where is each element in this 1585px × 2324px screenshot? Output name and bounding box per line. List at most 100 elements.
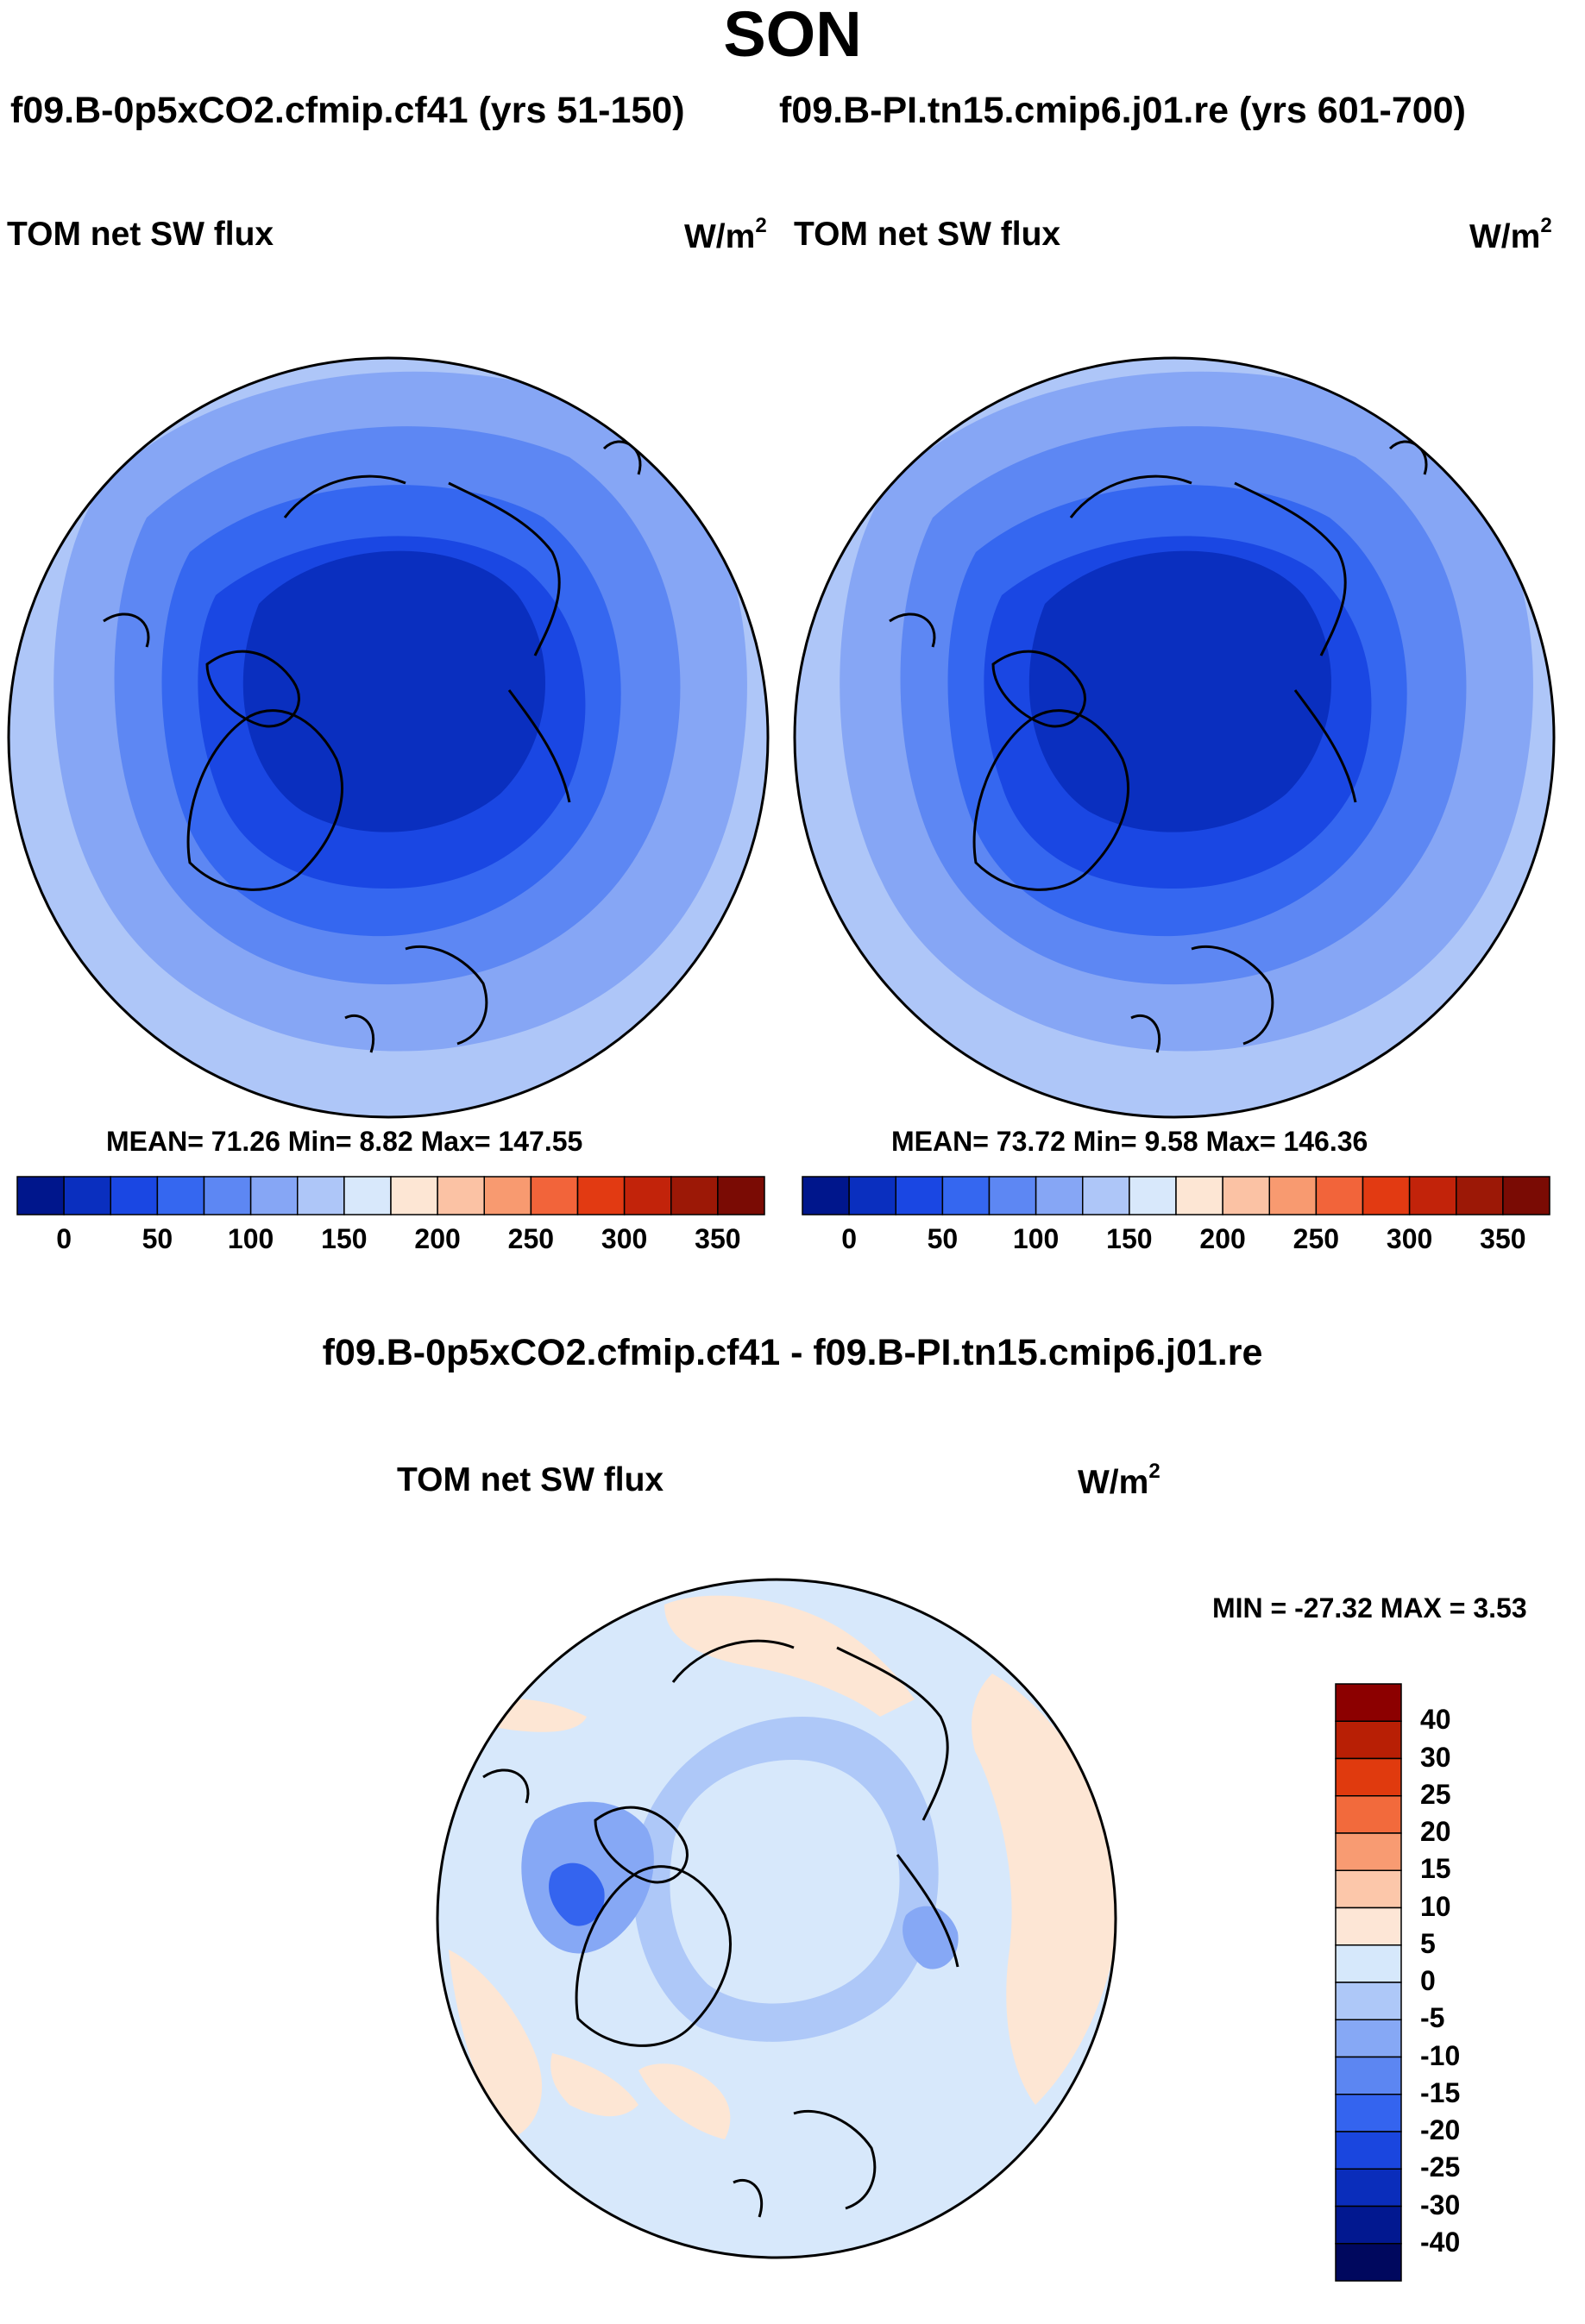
colorbar-difference-tick-label: -15 — [1420, 2076, 1461, 2108]
colorbar-left-tick-label: 250 — [507, 1223, 555, 1254]
colorbar-right-swatch — [1408, 1176, 1457, 1215]
colorbar-difference-swatch — [1335, 1832, 1402, 1871]
colorbar-difference-tick-label: 40 — [1420, 1704, 1451, 1736]
colorbar-difference-swatch — [1335, 2205, 1402, 2245]
colorbar-difference-tick-label: 30 — [1420, 1741, 1451, 1773]
colorbar-right-swatch — [941, 1176, 991, 1215]
colorbar-left-swatch — [16, 1176, 65, 1215]
figure-title: SON — [723, 0, 862, 70]
colorbar-left-swatch — [203, 1176, 252, 1215]
colorbar-difference-swatch — [1335, 2056, 1402, 2095]
colorbar-difference-swatch — [1335, 2019, 1402, 2058]
panel-right-stats: MEAN= 73.72 Min= 9.58 Max= 146.36 — [891, 1126, 1368, 1157]
colorbar-difference-swatch — [1335, 2243, 1402, 2282]
colorbar-left-swatch — [390, 1176, 438, 1215]
colorbar-right — [802, 1176, 1550, 1215]
colorbar-difference-swatch — [1335, 1757, 1402, 1797]
colorbar-difference-swatch — [1335, 2131, 1402, 2170]
diff-negative-region-3 — [549, 1862, 605, 1926]
case-title-left: f09.B-0p5xCO2.cfmip.cf41 (yrs 51-150) — [10, 90, 685, 131]
colorbar-left-swatch — [623, 1176, 672, 1215]
colorbar-left-swatch — [156, 1176, 205, 1215]
colorbar-right-swatch — [1175, 1176, 1223, 1215]
colorbar-right-swatch — [1129, 1176, 1177, 1215]
colorbar-right-tick-label: 50 — [927, 1223, 959, 1254]
colorbar-left-tick-label: 350 — [695, 1223, 741, 1254]
colorbar-right-swatch — [1268, 1176, 1318, 1215]
colorbar-difference-tick-label: 5 — [1420, 1927, 1436, 1959]
panel-left-stats: MEAN= 71.26 Min= 8.82 Max= 147.55 — [106, 1126, 583, 1157]
colorbar-left — [16, 1176, 765, 1215]
colorbar-left-swatch — [110, 1176, 159, 1215]
colorbar-right-swatch — [1082, 1176, 1130, 1215]
colorbar-right-tick-label: 0 — [841, 1223, 858, 1254]
map-right-border — [793, 356, 1556, 1119]
diff-positive-region-1 — [664, 1595, 915, 1717]
colorbar-left-swatch — [576, 1176, 626, 1215]
colorbar-right-swatch — [1502, 1176, 1550, 1215]
colorbar-difference-tick-label: -10 — [1420, 2039, 1461, 2071]
colorbar-difference-swatch — [1335, 2094, 1402, 2132]
panel-right-variable: TOM net SW flux — [794, 216, 1061, 253]
colorbar-right-swatch — [1315, 1176, 1364, 1215]
colorbar-difference-tick-label: 10 — [1420, 1890, 1451, 1922]
map-panel-right — [795, 358, 1554, 1117]
colorbar-difference-tick-label: 0 — [1420, 1965, 1436, 1996]
colorbar-difference-tick-label: 20 — [1420, 1816, 1451, 1847]
colorbar-left-swatch — [717, 1176, 765, 1215]
colorbar-left-swatch — [297, 1176, 345, 1215]
colorbar-left-swatch — [530, 1176, 579, 1215]
colorbar-right-swatch — [1222, 1176, 1270, 1215]
diff-positive-region-4 — [449, 1950, 543, 2139]
diff-variable: TOM net SW flux — [397, 1461, 664, 1498]
colorbar-right-swatch — [895, 1176, 944, 1215]
map-left-border — [7, 356, 770, 1119]
colorbar-right-swatch — [1035, 1176, 1084, 1215]
colorbar-left-swatch — [670, 1176, 719, 1215]
colorbar-difference-swatch — [1335, 1944, 1402, 1983]
colorbar-left-swatch — [343, 1176, 392, 1215]
panel-left-units: W/m2 — [684, 214, 767, 255]
panel-left-variable: TOM net SW flux — [7, 216, 274, 253]
colorbar-right-tick-label: 350 — [1480, 1223, 1526, 1254]
map-right-band-6 — [1028, 550, 1332, 832]
map-left-band-6 — [242, 550, 546, 832]
colorbar-right-tick-label: 150 — [1106, 1223, 1153, 1254]
colorbar-left-swatch — [483, 1176, 532, 1215]
diff-coastlines — [482, 1596, 1030, 2218]
colorbar-left-swatch — [63, 1176, 111, 1215]
colorbar-difference-swatch — [1335, 2168, 1402, 2208]
colorbar-left-tick-label: 200 — [414, 1223, 461, 1254]
colorbar-right-tick-label: 200 — [1199, 1223, 1246, 1254]
diff-title: f09.B-0p5xCO2.cfmip.cf41 - f09.B-PI.tn15… — [322, 1332, 1263, 1373]
colorbar-right-swatch — [802, 1176, 850, 1215]
colorbar-difference-swatch — [1335, 1683, 1402, 1722]
case-title-right: f09.B-PI.tn15.cmip6.j01.re (yrs 601-700) — [779, 90, 1466, 131]
diff-minmax: MIN = -27.32 MAX = 3.53 — [1212, 1592, 1527, 1624]
colorbar-difference — [1335, 1683, 1402, 2282]
map-left-coastlines — [103, 440, 642, 1053]
diff-positive-region-6 — [638, 2063, 731, 2139]
map-panel-difference — [437, 1580, 1116, 2258]
colorbar-difference-swatch — [1335, 1906, 1402, 1946]
colorbar-difference-tick-label: -20 — [1420, 2114, 1461, 2145]
colorbar-right-swatch — [1362, 1176, 1411, 1215]
colorbar-difference-tick-label: 25 — [1420, 1778, 1451, 1810]
colorbar-difference-swatch — [1335, 1982, 1402, 2020]
colorbar-difference-tick-label: -30 — [1420, 2189, 1461, 2220]
colorbar-difference-swatch — [1335, 1795, 1402, 1834]
colorbar-left-tick-label: 50 — [142, 1223, 173, 1254]
colorbar-right-tick-label: 100 — [1012, 1223, 1060, 1254]
colorbar-left-tick-label: 0 — [56, 1223, 72, 1254]
colorbar-difference-swatch — [1335, 1869, 1402, 1909]
colorbar-right-swatch — [988, 1176, 1037, 1215]
colorbar-difference-tick-label: -5 — [1420, 2002, 1445, 2034]
colorbar-right-swatch — [848, 1176, 896, 1215]
colorbar-right-tick-label: 300 — [1386, 1223, 1433, 1254]
colorbar-difference-tick-label: 15 — [1420, 1853, 1451, 1885]
colorbar-left-tick-label: 300 — [601, 1223, 648, 1254]
diff-positive-region-2 — [972, 1674, 1116, 2105]
panel-right-units: W/m2 — [1469, 214, 1552, 255]
map-right-coastlines — [889, 440, 1428, 1053]
